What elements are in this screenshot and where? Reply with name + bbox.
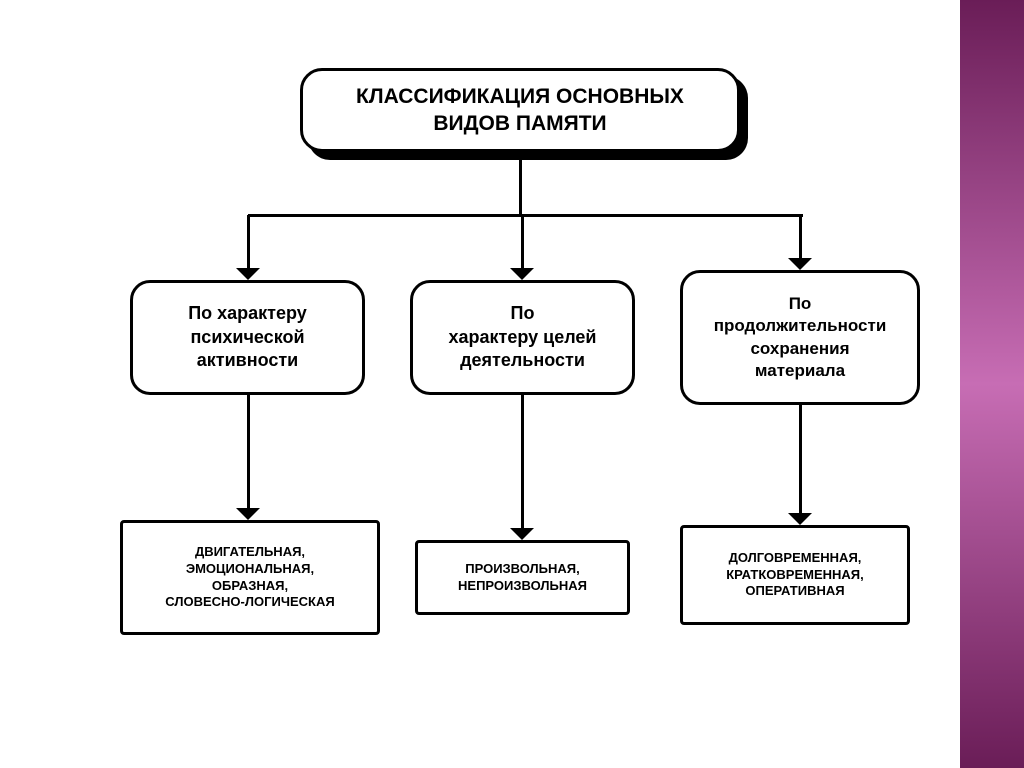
connector-vertical <box>519 152 522 215</box>
arrow-down-icon <box>236 268 260 280</box>
arrow-down-icon <box>510 528 534 540</box>
connector-vertical <box>799 405 802 513</box>
arrow-down-icon <box>510 268 534 280</box>
title-box-label: КЛАССИФИКАЦИЯ ОСНОВНЫХВИДОВ ПАМЯТИ <box>356 83 684 138</box>
leaf-box-2: ПРОИЗВОЛЬНАЯ,НЕПРОИЗВОЛЬНАЯ <box>415 540 630 615</box>
leaf-box-2-label: ПРОИЗВОЛЬНАЯ,НЕПРОИЗВОЛЬНАЯ <box>458 561 587 595</box>
classification-diagram: КЛАССИФИКАЦИЯ ОСНОВНЫХВИДОВ ПАМЯТИ По хар… <box>30 0 960 768</box>
connector-vertical <box>247 395 250 508</box>
stage: КЛАССИФИКАЦИЯ ОСНОВНЫХВИДОВ ПАМЯТИ По хар… <box>0 0 1024 768</box>
arrow-down-icon <box>236 508 260 520</box>
leaf-box-1: ДВИГАТЕЛЬНАЯ,ЭМОЦИОНАЛЬНАЯ,ОБРАЗНАЯ,СЛОВ… <box>120 520 380 635</box>
arrow-down-icon <box>788 513 812 525</box>
category-box-1: По характерупсихическойактивности <box>130 280 365 395</box>
category-box-2: Похарактеру целейдеятельности <box>410 280 635 395</box>
decorative-sidebar <box>960 0 1024 768</box>
connector-horizontal <box>248 214 803 217</box>
title-box: КЛАССИФИКАЦИЯ ОСНОВНЫХВИДОВ ПАМЯТИ <box>300 68 740 152</box>
category-box-2-label: Похарактеру целейдеятельности <box>449 302 597 372</box>
leaf-box-3: ДОЛГОВРЕМЕННАЯ,КРАТКОВРЕМЕННАЯ,ОПЕРАТИВН… <box>680 525 910 625</box>
category-box-3-label: Попродолжительностисохраненияматериала <box>714 293 887 381</box>
leaf-box-3-label: ДОЛГОВРЕМЕННАЯ,КРАТКОВРЕМЕННАЯ,ОПЕРАТИВН… <box>726 550 864 601</box>
connector-vertical <box>521 215 524 268</box>
category-box-3: Попродолжительностисохраненияматериала <box>680 270 920 405</box>
arrow-down-icon <box>788 258 812 270</box>
category-box-1-label: По характерупсихическойактивности <box>188 302 307 372</box>
leaf-box-1-label: ДВИГАТЕЛЬНАЯ,ЭМОЦИОНАЛЬНАЯ,ОБРАЗНАЯ,СЛОВ… <box>165 544 334 612</box>
connector-vertical <box>247 215 250 268</box>
connector-vertical <box>799 215 802 258</box>
connector-vertical <box>521 395 524 528</box>
